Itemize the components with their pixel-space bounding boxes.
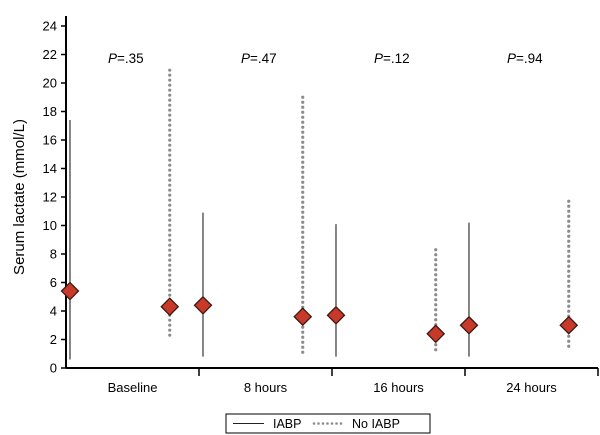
median-marker-no-iabp	[559, 315, 579, 335]
y-tick-label: 4	[50, 304, 57, 319]
legend: IABP No IABP	[225, 413, 431, 434]
y-axis-label: Serum lactate (mmol/L)	[11, 119, 28, 275]
y-tick-label: 14	[43, 161, 57, 176]
median-marker-iabp	[60, 281, 80, 301]
range-lines	[69, 68, 571, 360]
median-marker-iabp	[193, 295, 213, 315]
x-category-label: 24 hours	[506, 380, 557, 395]
median-marker-iabp	[459, 315, 479, 335]
y-tick-label: 22	[43, 47, 57, 62]
y-tick-label: 12	[43, 190, 57, 205]
y-tick-label: 18	[43, 104, 57, 119]
legend-label-iabp: IABP	[273, 417, 302, 431]
p-value-label: P=.47	[241, 51, 277, 66]
y-tick-label: 0	[50, 361, 57, 376]
y-tick-label: 8	[50, 247, 57, 262]
y-tick-label: 20	[43, 76, 57, 91]
y-tick-label: 24	[43, 19, 57, 34]
median-marker-no-iabp	[160, 297, 180, 317]
median-marker-no-iabp	[426, 324, 446, 344]
y-tick-label: 10	[43, 218, 57, 233]
median-marker-no-iabp	[293, 307, 313, 327]
x-category-label: 8 hours	[244, 380, 288, 395]
p-value-label: P=.35	[108, 51, 144, 66]
p-value-label: P=.94	[507, 51, 543, 66]
p-value-labels: P=.35 P=.47 P=.12 P=.94	[108, 51, 543, 66]
legend-label-no-iabp: No IABP	[352, 417, 400, 431]
y-tick-label: 2	[50, 332, 57, 347]
x-category-label: 16 hours	[373, 380, 424, 395]
x-category-label: Baseline	[108, 380, 158, 395]
p-value-label: P=.12	[374, 51, 410, 66]
median-markers	[60, 281, 579, 344]
y-tick-label: 16	[43, 133, 57, 148]
y-tick-label: 6	[50, 275, 57, 290]
median-marker-iabp	[326, 305, 346, 325]
